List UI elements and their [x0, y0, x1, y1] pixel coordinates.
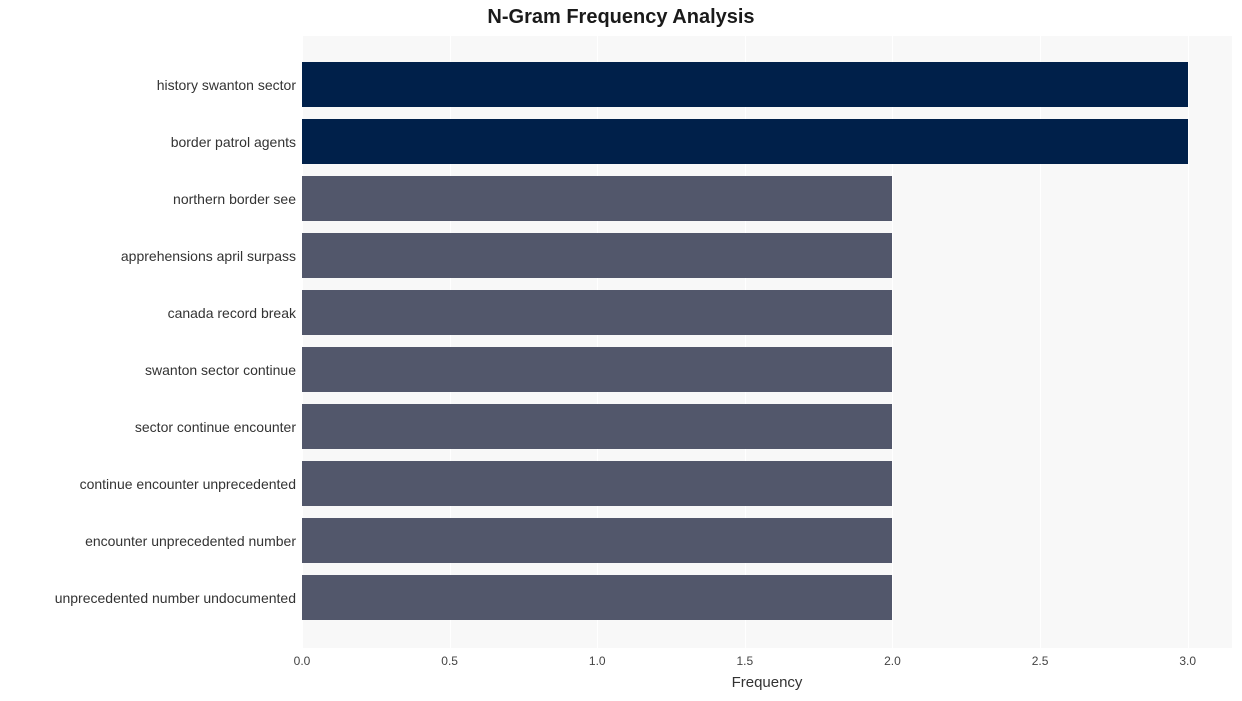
grid-line: [1188, 36, 1189, 648]
y-category-label: continue encounter unprecedented: [80, 476, 296, 492]
y-category-label: unprecedented number undocumented: [55, 590, 296, 606]
bar: [302, 461, 892, 505]
x-axis-label: Frequency: [302, 674, 1232, 691]
y-category-label: northern border see: [173, 191, 296, 207]
chart-title: N-Gram Frequency Analysis: [0, 6, 1242, 29]
y-category-label: sector continue encounter: [135, 419, 296, 435]
chart-plot-area: 0.00.51.01.52.02.53.0: [302, 36, 1232, 648]
x-tick-label: 0.5: [441, 654, 458, 668]
bar: [302, 518, 892, 562]
bar: [302, 233, 892, 277]
bar: [302, 176, 892, 220]
bar: [302, 404, 892, 448]
ngram-chart: N-Gram Frequency Analysis 0.00.51.01.52.…: [0, 0, 1242, 701]
y-category-label: swanton sector continue: [145, 362, 296, 378]
bar: [302, 290, 892, 334]
x-tick-label: 1.0: [589, 654, 606, 668]
x-tick-label: 1.5: [737, 654, 754, 668]
x-tick-label: 2.0: [884, 654, 901, 668]
bar: [302, 62, 1188, 106]
bar: [302, 347, 892, 391]
y-category-label: border patrol agents: [171, 134, 296, 150]
bar: [302, 575, 892, 619]
y-category-label: canada record break: [168, 305, 296, 321]
bar: [302, 119, 1188, 163]
x-tick-label: 2.5: [1032, 654, 1049, 668]
x-tick-label: 0.0: [294, 654, 311, 668]
y-category-label: apprehensions april surpass: [121, 248, 296, 264]
y-category-label: history swanton sector: [157, 77, 296, 93]
y-category-label: encounter unprecedented number: [85, 533, 296, 549]
x-tick-label: 3.0: [1179, 654, 1196, 668]
